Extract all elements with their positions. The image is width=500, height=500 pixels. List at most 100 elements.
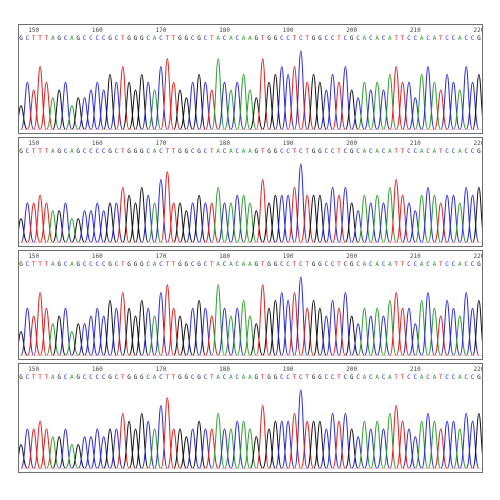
trace-peak <box>90 307 104 356</box>
chromatogram-svg: 150160170180190200210220GCTTTAGCAGCCCCGC… <box>19 27 482 130</box>
base-call-letter: C <box>235 261 239 268</box>
base-call-letter: T <box>45 148 49 155</box>
trace-peak <box>383 186 397 243</box>
base-call-letter: C <box>382 35 386 42</box>
trace-peak <box>446 420 460 469</box>
trace-peak <box>148 202 162 243</box>
chromatogram-panel-1: 150160170180190200210220GCTTTAGCAGCCCCGC… <box>18 24 483 134</box>
trace-peak <box>103 73 117 130</box>
base-call-letter: C <box>299 148 303 155</box>
base-call-letter: G <box>76 261 80 268</box>
base-call-letter: C <box>102 261 106 268</box>
trace-peak <box>52 210 66 243</box>
base-call-letter: C <box>96 261 100 268</box>
base-call-letter: C <box>115 374 119 381</box>
base-call-letter: T <box>337 261 341 268</box>
base-call-letter: T <box>32 261 36 268</box>
base-call-letter: T <box>439 261 443 268</box>
trace-peak <box>27 89 41 130</box>
trace-peak <box>224 315 238 356</box>
trace-peak <box>472 299 482 356</box>
base-call-letter: G <box>140 35 144 42</box>
trace-peak <box>84 210 98 243</box>
base-call-letter: C <box>324 261 328 268</box>
trace-peak <box>205 428 219 469</box>
trace-peak <box>427 81 441 130</box>
trace-peak <box>300 420 314 469</box>
trace-peak <box>275 66 289 130</box>
base-call-letter: C <box>426 261 430 268</box>
base-call-letter: C <box>26 261 30 268</box>
base-call-letter: C <box>471 35 475 42</box>
base-call-letter: A <box>51 35 55 42</box>
trace-peak <box>218 307 232 356</box>
trace-peak <box>332 307 346 356</box>
trace-peak <box>224 202 238 243</box>
trace-peak <box>71 323 85 356</box>
base-call-letter: C <box>331 35 335 42</box>
base-call-letter: C <box>331 148 335 155</box>
trace-peak <box>377 202 391 243</box>
trace-peak <box>377 315 391 356</box>
trace-peak <box>446 81 460 130</box>
trace-peak <box>186 307 200 356</box>
trace-peak <box>275 292 289 356</box>
trace-peak <box>446 194 460 243</box>
trace-peak <box>377 89 391 130</box>
trace-peak <box>160 284 174 356</box>
base-call-letter: A <box>363 261 367 268</box>
base-call-letter: C <box>324 35 328 42</box>
base-call-letter: A <box>363 374 367 381</box>
trace-peak <box>383 73 397 130</box>
base-call-letter: C <box>89 261 93 268</box>
trace-peak <box>179 436 193 469</box>
trace-peak <box>135 73 149 130</box>
trace-peak <box>33 194 47 243</box>
trace-peak <box>128 202 142 243</box>
trace-peak <box>109 307 123 356</box>
base-call-letter: C <box>464 35 468 42</box>
trace-peak <box>97 315 111 356</box>
trace-peak <box>332 420 346 469</box>
trace-peak <box>19 444 28 469</box>
trace-peak <box>389 66 403 130</box>
trace-peak <box>268 194 282 243</box>
trace-peak <box>408 436 422 469</box>
base-call-letter: T <box>439 35 443 42</box>
base-call-letter: T <box>394 35 398 42</box>
base-call-letter: C <box>64 261 68 268</box>
base-call-letter: C <box>407 261 411 268</box>
trace-peak <box>383 299 397 356</box>
base-call-letter: C <box>191 261 195 268</box>
base-call-letter: C <box>407 374 411 381</box>
base-call-letter: C <box>299 35 303 42</box>
base-call-letter: A <box>388 261 392 268</box>
base-call-letter: C <box>356 374 360 381</box>
base-call-letter: T <box>401 261 405 268</box>
base-call-letter: C <box>414 374 418 381</box>
trace-peak <box>268 420 282 469</box>
base-call-letter: C <box>235 374 239 381</box>
trace-peak <box>84 436 98 469</box>
trace-peak <box>421 292 435 356</box>
base-call-letter: A <box>388 35 392 42</box>
base-call-letter: C <box>191 148 195 155</box>
trace-peak <box>370 81 384 130</box>
trace-peak <box>338 66 352 130</box>
base-call-letter: C <box>96 35 100 42</box>
base-call-letter: A <box>458 35 462 42</box>
trace-peak <box>218 202 232 243</box>
trace-peak <box>173 315 187 356</box>
trace-peak <box>434 315 448 356</box>
base-call-letter: G <box>185 374 189 381</box>
base-call-letter: C <box>286 261 290 268</box>
base-call-letter: C <box>223 148 227 155</box>
trace-peak <box>19 331 28 356</box>
trace-peak <box>402 307 416 356</box>
trace-peak <box>186 81 200 130</box>
position-tick-label: 200 <box>346 253 357 260</box>
base-call-letter: T <box>121 374 125 381</box>
base-call-letter: T <box>337 148 341 155</box>
base-call-letter: C <box>223 261 227 268</box>
base-call-letter: G <box>255 261 259 268</box>
